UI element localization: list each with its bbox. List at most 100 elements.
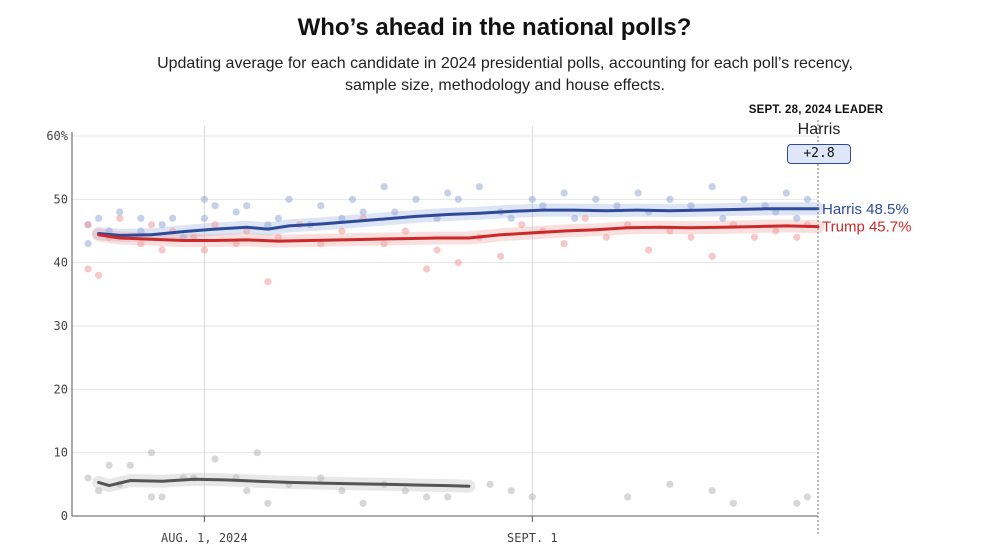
- kennedy-poll-dot: [401, 487, 409, 495]
- kennedy-poll-dot: [84, 474, 92, 482]
- kennedy-poll-dot: [243, 487, 251, 495]
- harris-average-line: [97, 207, 820, 237]
- trump-poll-dot: [264, 278, 272, 286]
- kennedy-poll-dot: [147, 493, 156, 501]
- trump-poll-dot: [338, 227, 346, 235]
- harris-poll-dot: [211, 202, 219, 210]
- harris-poll-dot: [348, 195, 357, 203]
- y-tick-label: 60%: [46, 129, 68, 143]
- kennedy-poll-dot: [147, 449, 156, 457]
- trump-poll-dot: [380, 240, 388, 248]
- harris-poll-dot: [454, 195, 462, 203]
- end-labels: Harris 48.5%Trump 45.7%: [822, 201, 911, 236]
- trump-poll-dot: [401, 227, 409, 235]
- x-tick-label: AUG. 1, 2024: [161, 531, 248, 545]
- harris-poll-dot: [95, 214, 103, 222]
- kennedy-poll-dot: [729, 499, 738, 507]
- trump-poll-dot: [84, 265, 92, 273]
- kennedy-average-line: [97, 477, 471, 488]
- leader-name: Harris: [797, 121, 841, 138]
- trump-poll-dot: [687, 233, 695, 241]
- gridlines: [72, 126, 818, 516]
- harris-poll-dot: [708, 183, 716, 191]
- harris-poll-dot: [793, 214, 801, 222]
- harris-poll-dot: [412, 195, 420, 203]
- kennedy-poll-dot: [211, 455, 219, 463]
- harris-poll-dot: [158, 221, 166, 229]
- x-tick-label: SEPT. 1: [507, 531, 558, 545]
- trump-poll-dot: [433, 246, 441, 254]
- harris-poll-dot: [200, 195, 208, 203]
- y-tick-label: 50: [54, 192, 68, 206]
- trump-poll-dot: [211, 221, 219, 229]
- kennedy-poll-dot: [666, 480, 674, 488]
- trump-poll-dot: [581, 214, 589, 222]
- harris-poll-dot: [560, 189, 568, 197]
- trump-poll-dot: [454, 259, 462, 267]
- trump-poll-dot: [158, 246, 166, 254]
- trump-poll-dot: [560, 240, 568, 248]
- kennedy-poll-dot: [317, 474, 325, 482]
- harris-poll-dot: [634, 189, 642, 197]
- harris-poll-dot: [84, 240, 92, 248]
- harris-poll-dot: [687, 202, 695, 210]
- harris-poll-dot: [444, 189, 452, 197]
- kennedy-poll-dot: [708, 487, 716, 495]
- chart-subtitle: Updating average for each candidate in 2…: [157, 55, 853, 94]
- trump-poll-dot: [602, 233, 611, 241]
- harris-poll-dot: [782, 189, 790, 197]
- trump-poll-dot: [147, 221, 156, 229]
- kennedy-poll-dot: [158, 493, 166, 501]
- chart-title: Who’s ahead in the national polls?: [297, 14, 692, 41]
- kennedy-poll-dot: [803, 493, 812, 501]
- trump-poll-dot: [116, 214, 124, 222]
- trump-poll-dot: [772, 227, 780, 235]
- trump-poll-dot: [274, 233, 282, 241]
- kennedy-poll-dot: [105, 461, 113, 469]
- harris-poll-dot: [116, 208, 124, 216]
- harris-poll-dot: [391, 208, 399, 216]
- trump-poll-dot: [84, 221, 92, 229]
- kennedy-poll-dot: [264, 499, 272, 507]
- harris-poll-dot: [137, 214, 145, 222]
- harris-poll-dot: [338, 214, 346, 222]
- harris-poll-dot: [200, 214, 208, 222]
- kennedy-poll-dot: [359, 499, 367, 507]
- kennedy-poll-dot: [444, 493, 452, 501]
- trump-poll-dot: [232, 240, 240, 248]
- trump-poll-dot: [95, 271, 103, 279]
- harris-poll-dot: [285, 195, 293, 203]
- harris-poll-dot: [264, 221, 272, 229]
- trump-poll-dot: [666, 227, 674, 235]
- harris-poll-dot: [274, 214, 282, 222]
- trump-poll-dot: [423, 265, 431, 273]
- y-tick-label: 10: [54, 446, 68, 460]
- harris-end-label: Harris 48.5%: [822, 201, 909, 218]
- average-lines: [97, 207, 820, 488]
- harris-poll-dot: [475, 183, 483, 191]
- trump-end-label: Trump 45.7%: [822, 219, 911, 236]
- trump-poll-dot: [497, 252, 505, 260]
- kennedy-poll-dot: [126, 461, 134, 469]
- trump-average-line: [97, 224, 820, 243]
- kennedy-poll-dot: [507, 487, 515, 495]
- trump-poll-dot: [793, 233, 801, 241]
- leader-heading: SEPT. 28, 2024 LEADER: [748, 104, 884, 116]
- harris-poll-dot: [232, 208, 240, 216]
- harris-poll-dot: [243, 202, 251, 210]
- y-tick-label: 0: [61, 509, 68, 523]
- harris-poll-dot: [571, 214, 579, 222]
- harris-poll-dot: [169, 214, 177, 222]
- harris-poll-dot: [317, 202, 325, 210]
- leader-margin-badge: +2.8: [787, 144, 851, 164]
- harris-poll-dot: [613, 202, 621, 210]
- kennedy-poll-dot: [528, 493, 536, 501]
- kennedy-poll-dot: [793, 499, 801, 507]
- trump-poll-dot: [645, 246, 653, 254]
- trump-poll-dot: [317, 240, 325, 248]
- y-tick-label: 20: [54, 382, 68, 396]
- harris-poll-dot: [803, 195, 812, 203]
- harris-poll-dot: [528, 195, 536, 203]
- y-tick-label: 30: [54, 319, 68, 333]
